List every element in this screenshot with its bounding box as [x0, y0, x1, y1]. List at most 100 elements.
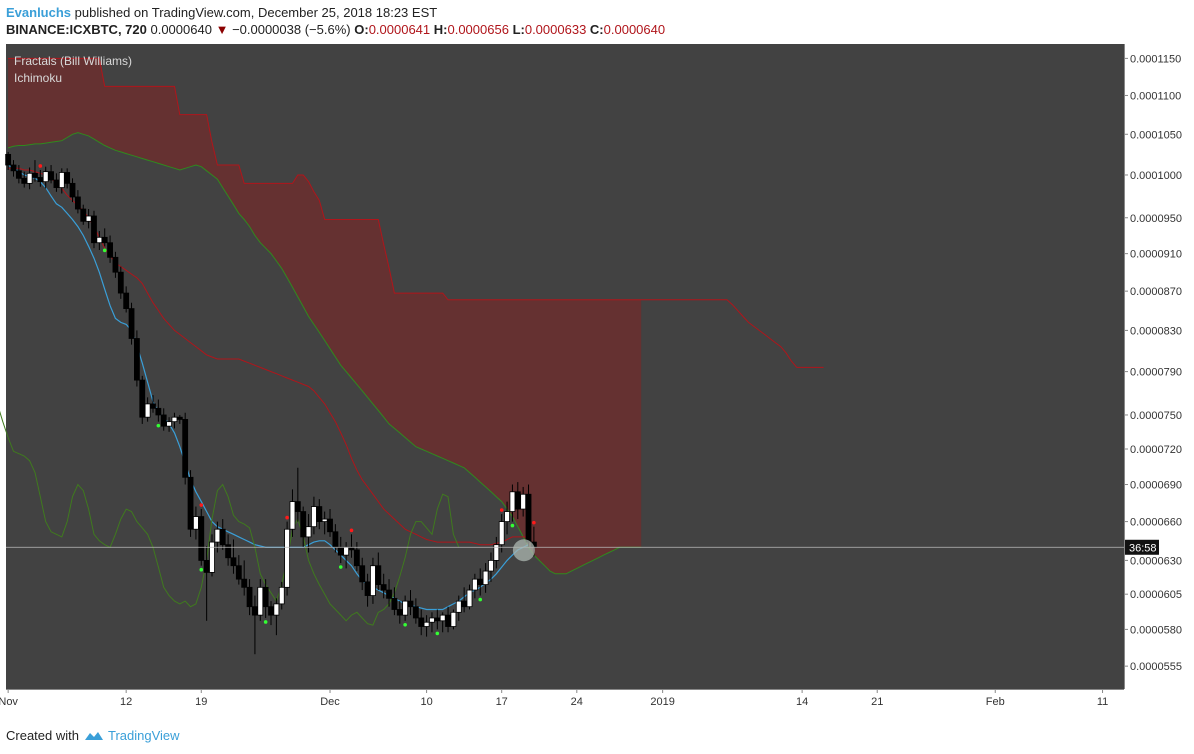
candle-body [209, 541, 215, 573]
candle[interactable] [241, 560, 248, 596]
candle[interactable] [107, 235, 113, 263]
legend-fractals[interactable]: Fractals (Bill Williams) [14, 54, 132, 68]
candle[interactable] [450, 609, 457, 630]
candle[interactable] [262, 579, 269, 618]
candle[interactable] [482, 563, 489, 593]
time-tick-label: 24 [571, 696, 583, 708]
price-chart[interactable]: 0.0001150 0.0001100 0.0001050 0.0001000 0.00… [0, 44, 1194, 720]
candle[interactable] [386, 579, 392, 607]
candle[interactable] [69, 178, 76, 203]
candle[interactable] [230, 539, 237, 574]
candle[interactable] [284, 521, 291, 596]
candle[interactable] [294, 467, 301, 522]
price-axis[interactable] [1124, 44, 1188, 720]
candle[interactable] [5, 151, 12, 170]
candle[interactable] [128, 302, 135, 345]
candle[interactable] [112, 251, 119, 278]
candle-body [214, 528, 221, 543]
candle-body [300, 511, 307, 538]
candle[interactable] [139, 375, 146, 424]
candle[interactable] [166, 417, 172, 432]
candle[interactable] [488, 552, 494, 582]
cursor-highlight [512, 539, 535, 562]
candles[interactable] [5, 151, 537, 655]
candle[interactable] [246, 579, 253, 616]
open-value: 0.0000641 [368, 22, 431, 37]
candle[interactable] [182, 412, 189, 485]
candle[interactable] [10, 160, 17, 177]
candle[interactable] [133, 330, 140, 387]
candle[interactable] [32, 160, 38, 182]
candle-body [402, 600, 409, 616]
candle[interactable] [300, 506, 307, 548]
candle-body [525, 493, 532, 543]
candle-body [289, 501, 296, 530]
candle[interactable] [278, 581, 285, 610]
price-label-box [1125, 539, 1159, 555]
candle-body [514, 491, 521, 510]
down-arrow-icon: ▼ [215, 22, 229, 37]
candle[interactable] [402, 595, 409, 621]
candle[interactable] [91, 210, 97, 249]
candle[interactable] [466, 584, 473, 610]
candle[interactable] [327, 509, 333, 537]
legend-ichimoku[interactable]: Ichimoku [14, 71, 62, 85]
candle[interactable] [380, 573, 387, 599]
candle[interactable] [412, 598, 419, 624]
candle[interactable] [150, 395, 156, 413]
candle[interactable] [80, 204, 87, 225]
candle[interactable] [144, 397, 151, 422]
tradingview-link[interactable]: TradingView [107, 728, 180, 743]
candle-body [434, 617, 441, 622]
candle-body [445, 614, 451, 627]
time-tick-label: Nov [0, 696, 18, 708]
candle[interactable] [219, 519, 226, 550]
fractal-up-marker [285, 515, 289, 520]
candle[interactable] [391, 587, 398, 616]
senkou-span-b [8, 57, 824, 368]
time-tick-label: Feb [986, 696, 1005, 708]
candle[interactable] [525, 484, 532, 548]
candle[interactable] [225, 534, 231, 566]
candle-body [150, 403, 156, 409]
last-price: 0.0000640 [150, 22, 212, 37]
candle-body [396, 609, 403, 616]
candle[interactable] [289, 489, 296, 537]
candle[interactable] [74, 190, 81, 214]
candle-body [69, 182, 76, 198]
candle[interactable] [498, 514, 505, 553]
fractal-up-marker [199, 503, 204, 507]
candle[interactable] [160, 408, 167, 431]
candle[interactable] [48, 165, 54, 184]
candle-body [53, 179, 60, 188]
candle[interactable] [423, 615, 430, 637]
candle[interactable] [123, 286, 130, 313]
candle[interactable] [101, 228, 108, 247]
candle[interactable] [504, 501, 510, 535]
fractal-down-marker [199, 567, 204, 572]
candle[interactable] [359, 557, 366, 591]
candle-body [412, 606, 419, 619]
candle[interactable] [235, 555, 242, 585]
candle-body [91, 215, 97, 244]
candle[interactable] [198, 509, 205, 566]
candle-body [112, 256, 119, 273]
candle-body [439, 614, 446, 622]
fractal-up-marker [499, 508, 504, 512]
candle[interactable] [187, 470, 194, 537]
candle[interactable] [155, 399, 162, 422]
candle[interactable] [117, 266, 124, 299]
candle[interactable] [209, 534, 215, 577]
candle[interactable] [273, 598, 280, 636]
candle[interactable] [305, 514, 312, 553]
candle[interactable] [407, 590, 414, 616]
candle[interactable] [176, 414, 183, 424]
candle[interactable] [353, 542, 360, 572]
candle[interactable] [64, 168, 71, 189]
candle[interactable] [316, 499, 323, 530]
candle[interactable] [15, 165, 22, 184]
candle[interactable] [493, 536, 500, 569]
candle[interactable] [26, 167, 33, 190]
author-link[interactable]: Evanluchs [6, 5, 72, 20]
candle[interactable] [375, 552, 382, 591]
